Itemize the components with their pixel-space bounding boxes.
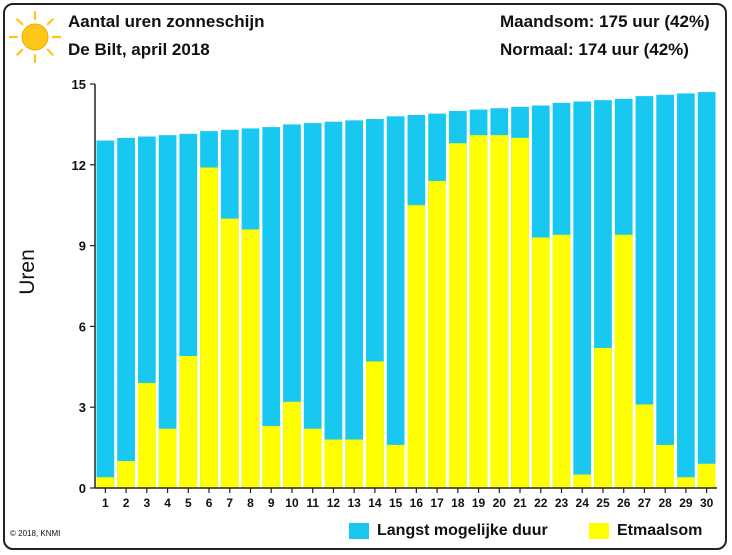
y-tick-label: 6 — [79, 319, 86, 334]
x-tick-label: 4 — [164, 496, 171, 510]
x-tick-label: 24 — [576, 496, 590, 510]
x-tick-label: 13 — [347, 496, 361, 510]
legend-item-max-duration: Langst mogelijke duur — [349, 521, 548, 541]
bar-daily-sum — [448, 143, 467, 488]
bar-max-duration — [635, 96, 654, 489]
bar-daily-sum — [137, 382, 156, 488]
x-tick-label: 21 — [513, 496, 527, 510]
bar-daily-sum — [158, 428, 177, 488]
x-tick-label: 2 — [123, 496, 130, 510]
bar-daily-sum — [407, 205, 426, 488]
bar-daily-sum — [220, 218, 239, 488]
x-tick-label: 20 — [493, 496, 507, 510]
x-tick-label: 26 — [617, 496, 631, 510]
bar-daily-sum — [656, 444, 675, 488]
bar-daily-sum — [200, 167, 218, 488]
x-tick-label: 23 — [555, 496, 569, 510]
copyright-text: © 2018, KNMI — [10, 529, 61, 538]
bar-daily-sum — [697, 463, 716, 488]
bar-daily-sum — [677, 477, 695, 488]
bar-max-duration — [117, 137, 135, 488]
bar-max-duration — [573, 101, 592, 489]
x-tick-label: 3 — [143, 496, 150, 510]
x-tick-label: 11 — [306, 496, 319, 510]
x-tick-label: 14 — [368, 496, 382, 510]
y-tick-label: 9 — [79, 239, 86, 254]
bar-daily-sum — [366, 361, 384, 488]
bar-daily-sum — [531, 237, 550, 488]
bar-daily-sum — [573, 474, 592, 488]
bar-daily-sum — [262, 426, 281, 488]
x-tick-label: 25 — [596, 496, 610, 510]
bar-max-duration — [324, 121, 343, 488]
y-tick-label: 0 — [79, 481, 86, 496]
chart-subtitle: De Bilt, april 2018 — [68, 40, 210, 59]
x-tick-label: 16 — [410, 496, 424, 510]
x-tick-label: 5 — [185, 496, 192, 510]
bar-daily-sum — [96, 477, 115, 488]
legend-swatch-daily-sum — [589, 523, 609, 539]
bar-daily-sum — [511, 137, 529, 488]
x-tick-label: 6 — [206, 496, 213, 510]
x-tick-label: 30 — [700, 496, 714, 510]
legend-label-daily-sum: Etmaalsom — [617, 522, 703, 539]
x-tick-label: 1 — [102, 496, 109, 510]
bar-daily-sum — [283, 401, 301, 488]
bar-daily-sum — [614, 234, 633, 488]
legend-swatch-max-duration — [349, 523, 369, 539]
legend-label-max-duration: Langst mogelijke duur — [377, 522, 548, 539]
bar-daily-sum — [117, 461, 135, 488]
x-tick-label: 7 — [226, 496, 233, 510]
bar-daily-sum — [552, 234, 571, 488]
x-tick-label: 12 — [327, 496, 341, 510]
bar-max-duration — [697, 92, 716, 488]
x-tick-label: 18 — [451, 496, 465, 510]
monthly-sum-text: Maandsom: 175 uur (42%) — [500, 12, 710, 31]
x-tick-label: 15 — [389, 496, 403, 510]
bar-daily-sum — [428, 180, 446, 488]
x-tick-label: 17 — [430, 496, 444, 510]
bar-max-duration — [345, 120, 364, 489]
bar-max-duration — [656, 94, 675, 489]
bar-max-duration — [677, 93, 695, 488]
bar-daily-sum — [241, 229, 260, 488]
normal-text: Normaal: 174 uur (42%) — [500, 40, 689, 59]
chart-title: Aantal uren zonneschijn — [68, 12, 265, 31]
bar-daily-sum — [490, 135, 509, 488]
x-tick-label: 19 — [472, 496, 486, 510]
bar-max-duration — [283, 124, 301, 489]
bar-daily-sum — [594, 347, 612, 488]
bar-max-duration — [96, 140, 115, 488]
y-tick-label: 15 — [72, 77, 86, 92]
x-tick-label: 29 — [679, 496, 693, 510]
x-tick-label: 8 — [247, 496, 254, 510]
x-tick-label: 9 — [268, 496, 275, 510]
bar-daily-sum — [469, 135, 488, 488]
bar-max-duration — [303, 123, 322, 488]
x-tick-label: 27 — [638, 496, 652, 510]
x-tick-label: 22 — [534, 496, 548, 510]
bar-max-duration — [262, 127, 281, 489]
bar-daily-sum — [303, 428, 322, 488]
y-tick-label: 3 — [79, 400, 86, 415]
bar-daily-sum — [324, 439, 343, 488]
bar-daily-sum — [635, 404, 654, 488]
bar-daily-sum — [179, 356, 198, 488]
sun-icon — [8, 10, 62, 64]
bar-max-duration — [158, 135, 177, 488]
legend-item-daily-sum: Etmaalsom — [589, 521, 702, 541]
x-tick-label: 28 — [658, 496, 672, 510]
bar-max-duration — [386, 116, 405, 488]
bar-daily-sum — [386, 444, 405, 488]
x-tick-label: 10 — [285, 496, 299, 510]
y-tick-label: 12 — [72, 158, 86, 173]
bar-daily-sum — [345, 439, 364, 488]
